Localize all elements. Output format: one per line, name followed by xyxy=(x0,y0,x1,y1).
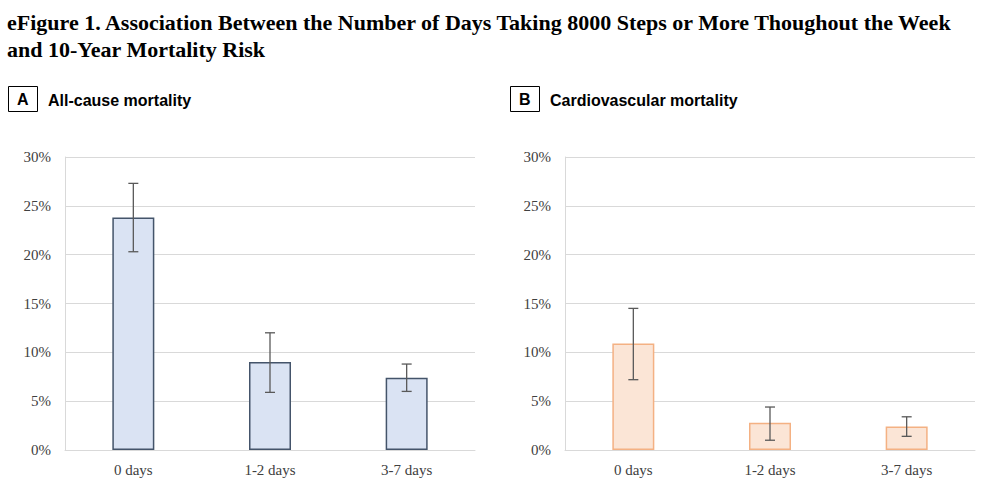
svg-text:20%: 20% xyxy=(524,247,552,263)
svg-text:5%: 5% xyxy=(531,393,551,409)
svg-text:B: B xyxy=(519,91,531,108)
svg-text:15%: 15% xyxy=(24,296,52,312)
svg-text:and 10-Year Mortality Risk: and 10-Year Mortality Risk xyxy=(7,37,266,62)
svg-text:30%: 30% xyxy=(524,149,552,165)
svg-text:0 days: 0 days xyxy=(114,462,153,478)
svg-text:5%: 5% xyxy=(31,393,51,409)
svg-text:15%: 15% xyxy=(524,296,552,312)
svg-text:20%: 20% xyxy=(24,247,52,263)
svg-text:30%: 30% xyxy=(24,149,52,165)
svg-text:10%: 10% xyxy=(524,344,552,360)
svg-text:25%: 25% xyxy=(524,198,552,214)
svg-text:Cardiovascular mortality: Cardiovascular mortality xyxy=(550,92,738,109)
svg-text:1-2 days: 1-2 days xyxy=(744,462,795,478)
svg-text:0 days: 0 days xyxy=(614,462,653,478)
svg-text:3-7 days: 3-7 days xyxy=(381,462,432,478)
svg-text:10%: 10% xyxy=(24,344,52,360)
svg-text:25%: 25% xyxy=(24,198,52,214)
svg-text:0%: 0% xyxy=(31,442,51,458)
svg-text:0%: 0% xyxy=(531,442,551,458)
svg-text:All-cause mortality: All-cause mortality xyxy=(48,92,191,109)
svg-text:A: A xyxy=(17,91,29,108)
svg-text:eFigure 1. Association Between: eFigure 1. Association Between the Numbe… xyxy=(7,10,956,35)
svg-text:3-7 days: 3-7 days xyxy=(881,462,932,478)
svg-text:1-2 days: 1-2 days xyxy=(244,462,295,478)
